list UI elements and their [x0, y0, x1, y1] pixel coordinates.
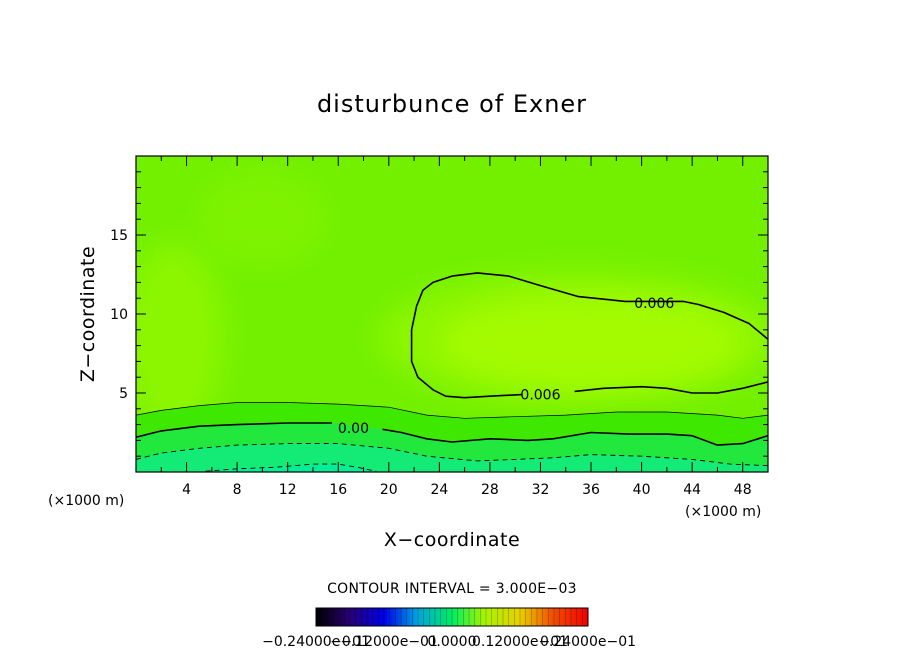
- colorbar-tick-label-4: 0.24000e−01: [540, 634, 636, 650]
- y-tick-label-10: 10: [110, 307, 128, 323]
- x-tick-label-12: 12: [279, 482, 297, 498]
- x-axis-ticks: 4 8 12 16 20 24 28 32 36 40 44 48: [135, 156, 769, 498]
- field-band-m0006: [205, 464, 377, 472]
- x-axis-unit-right: (×1000 m): [685, 504, 761, 520]
- colorbar-tick-label-1: −0.12000e−01: [330, 634, 438, 650]
- x-tick-label-20: 20: [380, 482, 398, 498]
- colorbar-frame: [315, 607, 589, 627]
- x-tick-label-28: 28: [481, 482, 499, 498]
- contour-fill: [136, 156, 768, 472]
- colorbar: −0.24000e−01−0.12000e−010.00000.12000e−0…: [262, 607, 636, 650]
- field-region-1: [439, 295, 743, 390]
- x-tick-label-8: 8: [233, 482, 242, 498]
- colorbar-tick-label-2: 0.0000: [428, 634, 477, 650]
- x-tick-label-4: 4: [182, 482, 191, 498]
- colorbar-gradient: [316, 608, 588, 626]
- contour-lines: 0.006 0.006 0.00: [136, 272, 768, 472]
- y-tick-label-15: 15: [110, 228, 128, 244]
- x-tick-label-16: 16: [329, 482, 347, 498]
- x-tick-label-48: 48: [734, 482, 752, 498]
- x-tick-label-36: 36: [582, 482, 600, 498]
- colorbar-tick-label-0: −0.24000e−01: [262, 634, 370, 650]
- contour-line-0: [415, 272, 768, 340]
- contour-line-5: [382, 428, 768, 446]
- contour-line-1: [410, 305, 522, 399]
- x-tick-label-32: 32: [532, 482, 550, 498]
- field-region-2: [136, 242, 225, 433]
- contour-line-6: [136, 443, 768, 467]
- y-tick-label-5: 5: [119, 386, 128, 402]
- x-axis-label: X−coordinate: [384, 529, 520, 551]
- field-band-m0003: [136, 443, 768, 472]
- x-tick-label-24: 24: [430, 482, 448, 498]
- contour-label-2: 0.00: [338, 421, 369, 437]
- contour-line-4: [136, 422, 332, 438]
- y-axis-label: Z−coordinate: [77, 246, 99, 382]
- colorbar-tick-label-3: 0.12000e−01: [472, 634, 568, 650]
- colorbar-stripes: [321, 608, 583, 626]
- contour-interval-text: CONTOUR INTERVAL = 3.000E−03: [327, 581, 577, 597]
- x-tick-label-40: 40: [633, 482, 651, 498]
- field-region-3: [199, 171, 326, 267]
- contour-label-0: 0.006: [634, 296, 674, 312]
- y-axis-ticks: 5 10 15: [110, 155, 768, 473]
- contour-line-3: [136, 402, 768, 419]
- chart-title: disturbunce of Exner: [317, 90, 587, 118]
- contour-line-2: [574, 381, 768, 394]
- x-axis-unit-left: (×1000 m): [48, 493, 124, 509]
- x-tick-label-44: 44: [683, 482, 701, 498]
- colorbar-tick-labels: −0.24000e−01−0.12000e−010.00000.12000e−0…: [262, 634, 636, 650]
- contour-label-1: 0.006: [520, 388, 560, 404]
